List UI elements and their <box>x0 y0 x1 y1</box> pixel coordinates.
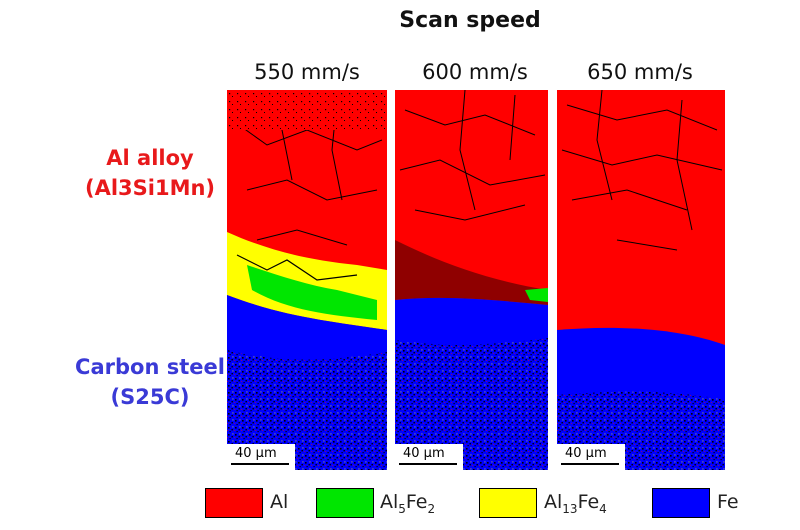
scale-bar-line <box>561 463 619 465</box>
phase-legend: Al Al5Fe2 Al13Fe4 Fe <box>0 488 800 522</box>
ebsd-map-550: 40 μm <box>227 89 387 470</box>
scale-bar-line <box>399 463 457 465</box>
legend-label-al5fe2: Al5Fe2 <box>380 491 436 516</box>
ebsd-map-600: 40 μm <box>395 89 548 470</box>
carbon-steel-label-line2: (S25C) <box>110 385 190 409</box>
speed-label-650: 650 mm/s <box>587 60 693 84</box>
legend-swatch-al13fe4 <box>479 488 537 518</box>
figure-title: Scan speed <box>399 8 541 33</box>
al-alloy-label-line2: (Al3Si1Mn) <box>84 176 216 200</box>
speed-label-600: 600 mm/s <box>422 60 528 84</box>
phase-map-600 <box>395 89 548 470</box>
scale-bar-label: 40 μm <box>403 446 445 461</box>
phase-map-550 <box>227 89 387 470</box>
carbon-steel-label-line1: Carbon steel <box>75 355 225 379</box>
speed-label-550: 550 mm/s <box>254 60 360 84</box>
scale-bar-label: 40 μm <box>235 446 277 461</box>
legend-label-al13fe4: Al13Fe4 <box>544 491 607 516</box>
scale-bar-line <box>231 463 289 465</box>
scale-bar-600: 40 μm <box>395 444 463 470</box>
legend-swatch-al <box>205 488 263 518</box>
legend-label-al: Al <box>270 491 289 513</box>
carbon-steel-label: Carbon steel (S25C) <box>45 352 255 412</box>
legend-swatch-al5fe2 <box>316 488 374 518</box>
legend-swatch-fe <box>652 488 710 518</box>
al-alloy-label: Al alloy (Al3Si1Mn) <box>45 143 255 203</box>
ebsd-map-650: 40 μm <box>557 89 725 470</box>
phase-map-650 <box>557 89 725 470</box>
legend-label-fe: Fe <box>717 491 739 513</box>
al-alloy-label-line1: Al alloy <box>106 146 194 170</box>
scale-bar-label: 40 μm <box>565 446 607 461</box>
scale-bar-650: 40 μm <box>557 444 625 470</box>
scale-bar-550: 40 μm <box>227 444 295 470</box>
